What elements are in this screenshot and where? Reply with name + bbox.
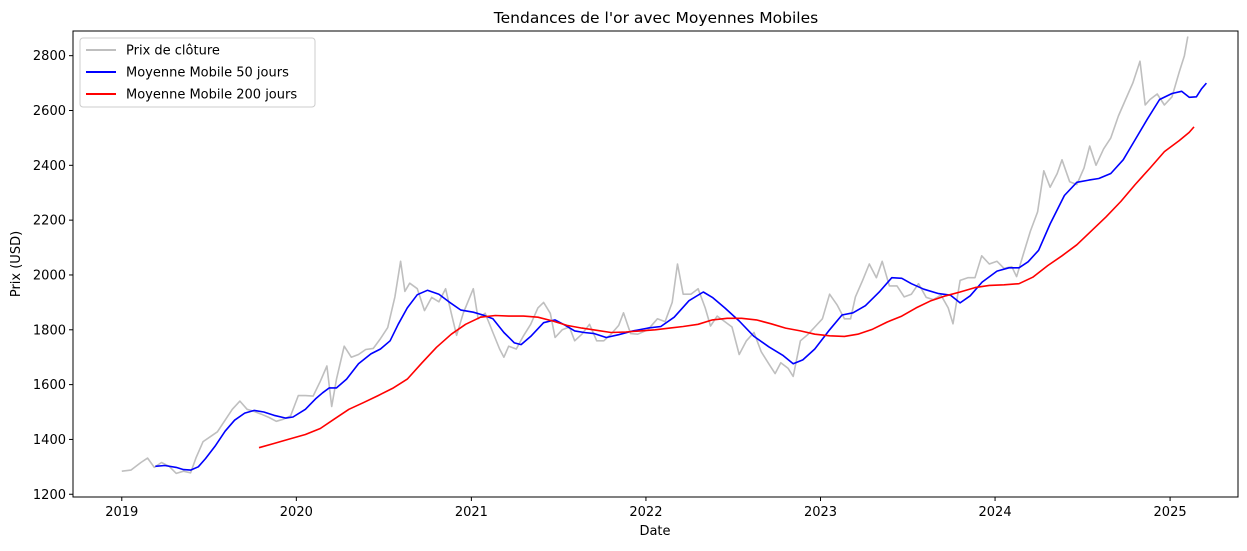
legend-box <box>79 37 316 108</box>
x-tick-label: 2022 <box>629 505 662 520</box>
y-axis: 1200 1400 1600 1800 2000 2200 2400 2600 2800 <box>33 49 73 503</box>
x-tick-label: 2020 <box>280 505 313 520</box>
y-tick-label: 2200 <box>33 214 66 229</box>
x-tick-label: 2021 <box>455 505 488 520</box>
legend: Prix de clôture Moyenne Mobile 50 jours Mo… <box>79 37 316 108</box>
x-tick-label: 2025 <box>1154 505 1187 520</box>
series-line-3 <box>258 126 1195 449</box>
y-tick-label: 1400 <box>33 433 66 448</box>
series-line-1 <box>121 36 1189 475</box>
x-tick-label: 2019 <box>105 505 138 520</box>
x-axis: 2019 2020 2021 2022 2023 2024 2025 <box>105 497 1187 520</box>
legend-label-2: Moyenne Mobile 50 jours <box>126 66 289 81</box>
y-tick-label: 2400 <box>33 159 66 174</box>
x-tick-label: 2023 <box>804 505 837 520</box>
y-tick-label: 1600 <box>33 378 66 393</box>
x-tick-label: 2024 <box>979 505 1012 520</box>
y-tick-label: 2800 <box>33 49 66 64</box>
x-axis-title: Date <box>639 524 670 539</box>
legend-label-3: Moyenne Mobile 200 jours <box>126 88 297 103</box>
y-tick-label: 2000 <box>33 268 66 283</box>
series-line-2 <box>155 82 1208 471</box>
legend-label-1: Prix de clôture <box>126 44 220 59</box>
plot-area <box>72 30 1239 498</box>
series-layer <box>121 36 1208 475</box>
y-tick-label: 1200 <box>33 488 66 503</box>
y-tick-label: 2600 <box>33 104 66 119</box>
y-tick-label: 1800 <box>33 323 66 338</box>
chart-title: Tendances de l'or avec Moyennes Mobiles <box>493 9 818 27</box>
y-axis-title: Prix (USD) <box>9 231 24 297</box>
